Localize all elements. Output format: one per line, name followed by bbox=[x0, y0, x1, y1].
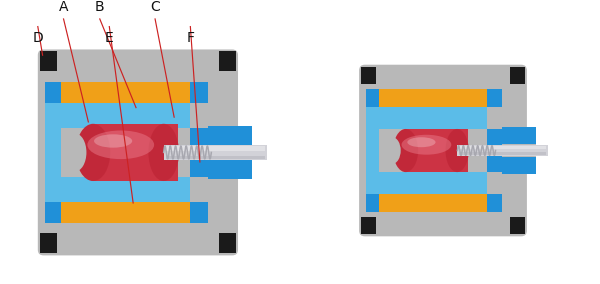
Ellipse shape bbox=[482, 169, 491, 178]
Bar bbox=[361, 67, 376, 84]
Bar bbox=[46, 82, 208, 103]
Bar bbox=[366, 129, 379, 172]
Bar bbox=[61, 202, 190, 223]
Ellipse shape bbox=[393, 129, 418, 172]
Bar bbox=[208, 160, 253, 179]
Ellipse shape bbox=[393, 129, 418, 172]
Bar bbox=[46, 103, 190, 128]
Ellipse shape bbox=[401, 135, 451, 155]
Bar bbox=[46, 177, 190, 202]
Bar bbox=[366, 172, 487, 194]
Bar bbox=[366, 107, 487, 129]
Bar bbox=[460, 146, 546, 149]
Bar bbox=[166, 146, 265, 151]
Bar bbox=[510, 217, 525, 234]
Bar bbox=[166, 156, 265, 159]
Text: F: F bbox=[187, 31, 194, 45]
Bar bbox=[219, 51, 236, 71]
Bar bbox=[208, 126, 253, 145]
Bar bbox=[510, 67, 525, 84]
Bar bbox=[190, 128, 208, 177]
Ellipse shape bbox=[148, 124, 179, 181]
Bar bbox=[46, 103, 61, 202]
Ellipse shape bbox=[384, 137, 401, 164]
Ellipse shape bbox=[64, 133, 86, 172]
Bar bbox=[366, 107, 379, 194]
Ellipse shape bbox=[482, 123, 491, 132]
Bar bbox=[190, 126, 253, 179]
Ellipse shape bbox=[76, 124, 110, 181]
Bar bbox=[46, 202, 208, 223]
Bar bbox=[366, 194, 502, 212]
FancyBboxPatch shape bbox=[359, 65, 527, 236]
Bar bbox=[40, 51, 57, 71]
Ellipse shape bbox=[185, 174, 195, 184]
Text: C: C bbox=[150, 0, 160, 14]
Text: A: A bbox=[59, 0, 68, 14]
Ellipse shape bbox=[407, 137, 436, 147]
Text: D: D bbox=[32, 31, 43, 45]
Text: B: B bbox=[95, 0, 104, 14]
Bar bbox=[46, 128, 61, 177]
Bar bbox=[502, 157, 536, 174]
Bar bbox=[460, 153, 546, 155]
Bar bbox=[406, 129, 468, 172]
Bar bbox=[40, 233, 57, 254]
Bar bbox=[219, 233, 236, 254]
Ellipse shape bbox=[94, 134, 132, 148]
Ellipse shape bbox=[88, 131, 154, 159]
Ellipse shape bbox=[446, 129, 469, 172]
Bar bbox=[93, 124, 178, 181]
Bar bbox=[487, 128, 536, 174]
Ellipse shape bbox=[446, 129, 469, 172]
FancyBboxPatch shape bbox=[38, 49, 238, 255]
Ellipse shape bbox=[76, 124, 110, 181]
Text: E: E bbox=[105, 31, 113, 45]
Bar bbox=[379, 194, 487, 212]
Bar bbox=[487, 129, 502, 172]
Ellipse shape bbox=[148, 124, 179, 181]
Bar bbox=[379, 89, 487, 107]
Bar bbox=[502, 127, 536, 144]
Ellipse shape bbox=[185, 121, 195, 131]
Bar bbox=[366, 89, 502, 107]
Bar bbox=[164, 145, 266, 160]
Bar bbox=[61, 82, 190, 103]
Bar bbox=[361, 217, 376, 234]
Bar bbox=[457, 145, 548, 156]
